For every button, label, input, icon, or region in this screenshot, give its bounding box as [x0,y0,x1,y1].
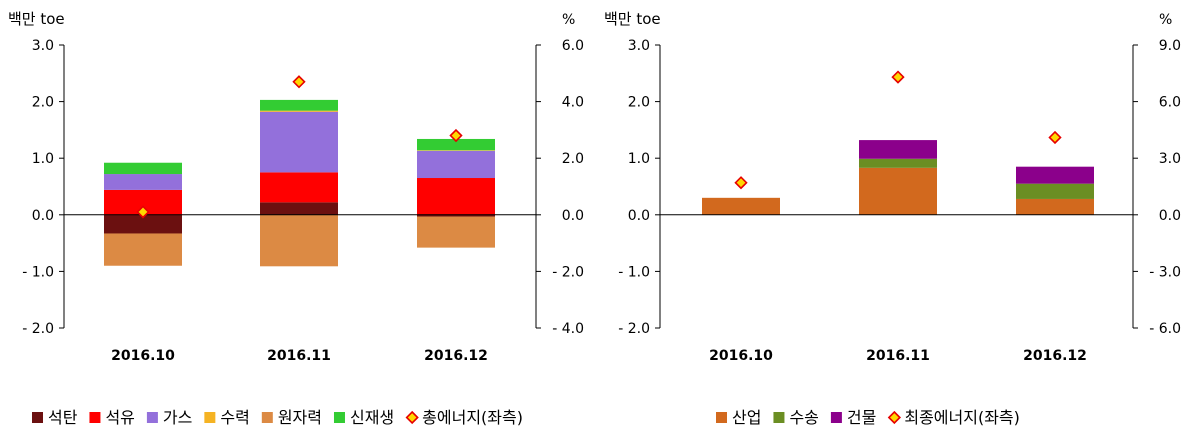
chart1-right-axis-label: % [562,12,575,28]
chart1-left-tick-label: - 2.0 [22,321,54,337]
legend-left-label: 수력 [220,408,249,427]
chart1-right-tick-label: 2.0 [562,151,584,167]
chart1-marker-2016.11 [292,75,306,89]
chart2-right-tick-label: 3.0 [1159,151,1181,167]
chart2-marker-2016.10 [734,176,748,190]
chart1-left-tick-label: 3.0 [32,38,54,54]
chart2-left-tick-label: 1.0 [628,151,650,167]
chart2-marker-2016.12 [1048,130,1062,145]
chart1-bar-원자력-2016.12 [417,216,495,248]
chart2-left-tick-label: 0.0 [628,208,650,224]
legend-right-label: 최종에너지(좌측) [904,408,1020,427]
chart1-bar-석탄-2016.12 [417,214,495,217]
chart1-category-label: 2016.12 [424,348,488,364]
chart1-bar-신재생-2016.12 [417,138,495,151]
legend-right-swatch-diamond [887,410,901,425]
chart2-bar-산업-2016.11 [859,167,937,215]
chart2-right-tick-label: - 3.0 [1149,264,1181,280]
chart2-category-label: 2016.10 [709,348,773,364]
legend-left-label: 원자력 [278,408,322,427]
legend-left-swatch-diamond [405,410,419,425]
chart1-bar-원자력-2016.11 [260,214,338,267]
chart2-bar-수송-2016.11 [859,158,937,168]
chart1-left-tick-label: 1.0 [32,151,54,167]
chart2-right-tick-label: 9.0 [1159,38,1181,54]
chart2-bar-건물-2016.12 [1016,166,1094,184]
chart1-left-tick-label: 0.0 [32,208,54,224]
chart2-left-tick-label: 3.0 [628,38,650,54]
chart2-left-tick-label: 2.0 [628,95,650,111]
legend-right-swatch [773,412,785,423]
legend-left-swatch [261,412,273,423]
legend-right-label: 건물 [847,408,876,427]
chart2-marker-2016.11 [891,70,905,84]
legend-left-swatch [333,412,345,423]
chart2-bar-건물-2016.11 [859,140,937,159]
chart1-marker-2016.10 [136,205,150,219]
legend-left-label: 가스 [163,408,192,427]
chart1-bar-수력-2016.12 [417,150,495,151]
legend-right-swatch [716,412,727,423]
chart1-right-tick-label: - 4.0 [552,321,584,337]
chart1-right-tick-label: 4.0 [562,95,584,111]
chart1-bar-신재생-2016.10 [104,162,182,175]
legend-right-label: 수송 [789,408,818,427]
chart2-right-tick-label: - 6.0 [1149,321,1181,337]
chart1-bar-신재생-2016.11 [260,99,338,111]
chart1-bar-수력-2016.11 [260,110,338,112]
chart1-bar-가스-2016.11 [260,111,338,173]
chart1-bar-석유-2016.11 [260,172,338,203]
chart2-left-tick-label: - 2.0 [618,321,650,337]
legend-left-swatch [89,412,101,423]
chart1-bar-석탄-2016.11 [260,202,338,215]
legend-left-swatch [204,412,216,423]
chart1-left-axis-label: 백만 toe [8,10,65,28]
chart1-right-tick-label: 0.0 [562,208,584,224]
chart2-left-axis-label: 백만 toe [604,10,661,28]
chart2-right-axis-label: % [1159,12,1172,28]
chart1-bar-석탄-2016.10 [104,214,182,234]
chart1-left-tick-label: - 1.0 [22,264,54,280]
legend-left-swatch [32,412,43,423]
chart2-left-tick-label: - 1.0 [618,264,650,280]
chart1-right-tick-label: 6.0 [562,38,584,54]
chart2-category-label: 2016.12 [1023,348,1087,364]
chart2-bar-산업-2016.12 [1016,198,1094,215]
legend-left-label: 총에너지(좌측) [422,408,523,427]
legend-left-label: 신재생 [350,408,394,427]
legend-right-swatch [830,412,842,423]
chart2-right-tick-label: 6.0 [1159,95,1181,111]
chart1-bar-석유-2016.12 [417,178,495,215]
chart1-bar-가스-2016.10 [104,174,182,190]
chart2-bar-산업-2016.10 [702,197,780,215]
chart1-marker-2016.12 [449,128,463,143]
legend-left-swatch [146,412,158,423]
chart1-right-tick-label: - 2.0 [552,264,584,280]
chart2-right-tick-label: 0.0 [1159,208,1181,224]
chart1-category-label: 2016.10 [111,348,175,364]
chart1-left-tick-label: 2.0 [32,95,54,111]
legend-left-label: 석유 [105,408,134,427]
legend-right-label: 산업 [732,408,761,427]
chart1-bar-가스-2016.12 [417,150,495,179]
chart1-category-label: 2016.11 [267,348,331,364]
chart2-category-label: 2016.11 [866,348,930,364]
legend-left-label: 석탄 [48,408,78,427]
chart1-bar-원자력-2016.10 [104,233,182,266]
chart2-bar-수송-2016.12 [1016,183,1094,199]
